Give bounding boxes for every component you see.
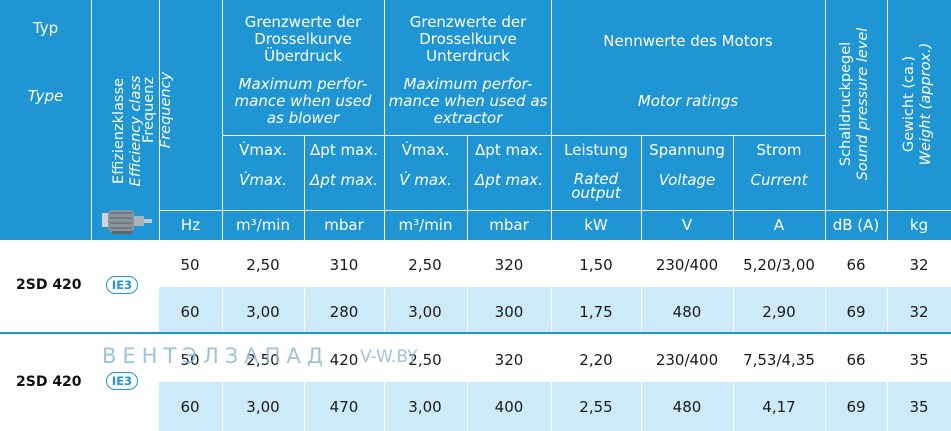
header-underpressure: Grenzwerte der Drosselkurve Unterdruck bbox=[409, 13, 527, 65]
table-cell: 2,50 bbox=[408, 256, 442, 274]
header-dpt: Δpt max. bbox=[310, 141, 378, 159]
table-cell: 66 bbox=[846, 351, 866, 369]
watermark-site: V-W.BY bbox=[360, 347, 418, 367]
table-cell: 310 bbox=[329, 256, 359, 274]
table-row bbox=[159, 287, 951, 332]
header-voltage-en: Voltage bbox=[658, 171, 716, 189]
header-current: Strom bbox=[756, 141, 802, 159]
table-cell: 32 bbox=[909, 256, 929, 274]
table-cell: 60 bbox=[180, 398, 200, 416]
table-cell: 35 bbox=[909, 398, 929, 416]
model-name: 2SD 420 bbox=[16, 277, 82, 293]
table-cell: 480 bbox=[672, 303, 702, 321]
header-type-en: Type bbox=[27, 87, 64, 105]
watermark-brand: ВЕНТЭЛЗАПАД bbox=[102, 344, 330, 368]
header-sound: Schalldruckpegel Sound pressure level bbox=[838, 27, 871, 181]
table-cell: 1,75 bbox=[579, 303, 613, 321]
table-cell: 2,50 bbox=[246, 256, 280, 274]
table-cell: 3,00 bbox=[246, 398, 280, 416]
table-cell: 32 bbox=[909, 303, 929, 321]
unit-mbar-2: mbar bbox=[489, 216, 529, 234]
header-power: Leistung bbox=[564, 141, 628, 159]
header-typ: Typ bbox=[32, 19, 59, 37]
table-row bbox=[0, 334, 951, 382]
header-motor-en: Motor ratings bbox=[637, 92, 739, 110]
table-row bbox=[159, 382, 951, 431]
table-cell: 3,00 bbox=[246, 303, 280, 321]
table-cell: 280 bbox=[329, 303, 359, 321]
table-cell: 3,00 bbox=[408, 303, 442, 321]
table-cell: 60 bbox=[180, 303, 200, 321]
header-dpt-en: Δpt max. bbox=[310, 171, 378, 189]
header-overpressure-en: Maximum perfor- mance when used as blowe… bbox=[234, 75, 372, 127]
table-cell: 470 bbox=[329, 398, 359, 416]
table-cell: 69 bbox=[846, 303, 866, 321]
header-current-en: Current bbox=[750, 171, 808, 189]
header-overpressure: Grenzwerte der Drosselkurve Überdruck bbox=[244, 13, 362, 65]
table-cell: 66 bbox=[846, 256, 866, 274]
table-cell: 400 bbox=[494, 398, 524, 416]
header-dpt-2-en: Δpt max. bbox=[475, 171, 543, 189]
table-cell: 7,53/4,35 bbox=[743, 351, 815, 369]
header-motor: Nennwerte des Motors bbox=[603, 32, 773, 50]
group-divider bbox=[0, 332, 951, 334]
header-vmax-en: V̇max. bbox=[239, 171, 287, 189]
motor-icon bbox=[100, 207, 154, 235]
table-cell: 3,00 bbox=[408, 398, 442, 416]
header-underpressure-en: Maximum perfor- mance when used as extra… bbox=[388, 75, 548, 127]
table-cell: 50 bbox=[180, 256, 200, 274]
header-power-en: Rated output bbox=[571, 170, 621, 202]
table-row bbox=[0, 240, 951, 287]
table-cell: 230/400 bbox=[655, 256, 719, 274]
unit-db: dB (A) bbox=[832, 216, 880, 234]
table-cell: 35 bbox=[909, 351, 929, 369]
unit-kg: kg bbox=[909, 216, 929, 234]
table-cell: 2,20 bbox=[579, 351, 613, 369]
unit-mbar: mbar bbox=[324, 216, 364, 234]
header-voltage: Spannung bbox=[649, 141, 725, 159]
header-vmax-2-en: V̇ max. bbox=[399, 171, 452, 189]
table-cell: 5,20/3,00 bbox=[743, 256, 815, 274]
table-cell: 2,55 bbox=[579, 398, 613, 416]
table-cell: 1,50 bbox=[579, 256, 613, 274]
table-cell: 2,50 bbox=[246, 351, 280, 369]
efficiency-badge: IE3 bbox=[106, 276, 138, 294]
table-cell: 480 bbox=[672, 398, 702, 416]
header-frequency: Frequenz Frequency bbox=[141, 71, 174, 149]
table-cell: 320 bbox=[494, 351, 524, 369]
header-vmax-2: V̇max. bbox=[401, 141, 450, 159]
table-cell: 4,17 bbox=[762, 398, 796, 416]
unit-v: V bbox=[681, 216, 693, 234]
unit-flow: m³/min bbox=[236, 216, 290, 234]
table-cell: 69 bbox=[846, 398, 866, 416]
unit-hz: Hz bbox=[180, 216, 201, 234]
table-cell: 420 bbox=[329, 351, 359, 369]
unit-a: A bbox=[773, 216, 785, 234]
header-weight: Gewicht (ca.) Weight (approx.) bbox=[901, 42, 934, 166]
table-cell: 50 bbox=[180, 351, 200, 369]
header-dpt-2: Δpt max. bbox=[475, 141, 543, 159]
table-header bbox=[0, 0, 951, 240]
table-cell: 2,90 bbox=[762, 303, 796, 321]
model-name: 2SD 420 bbox=[16, 374, 82, 390]
table-cell: 2,50 bbox=[408, 351, 442, 369]
table-cell: 300 bbox=[494, 303, 524, 321]
unit-kw: kW bbox=[584, 216, 608, 234]
unit-flow-2: m³/min bbox=[398, 216, 453, 234]
efficiency-badge: IE3 bbox=[106, 372, 138, 390]
table-cell: 320 bbox=[494, 256, 524, 274]
header-vmax: V̇max. bbox=[239, 141, 287, 159]
table-cell: 230/400 bbox=[655, 351, 719, 369]
